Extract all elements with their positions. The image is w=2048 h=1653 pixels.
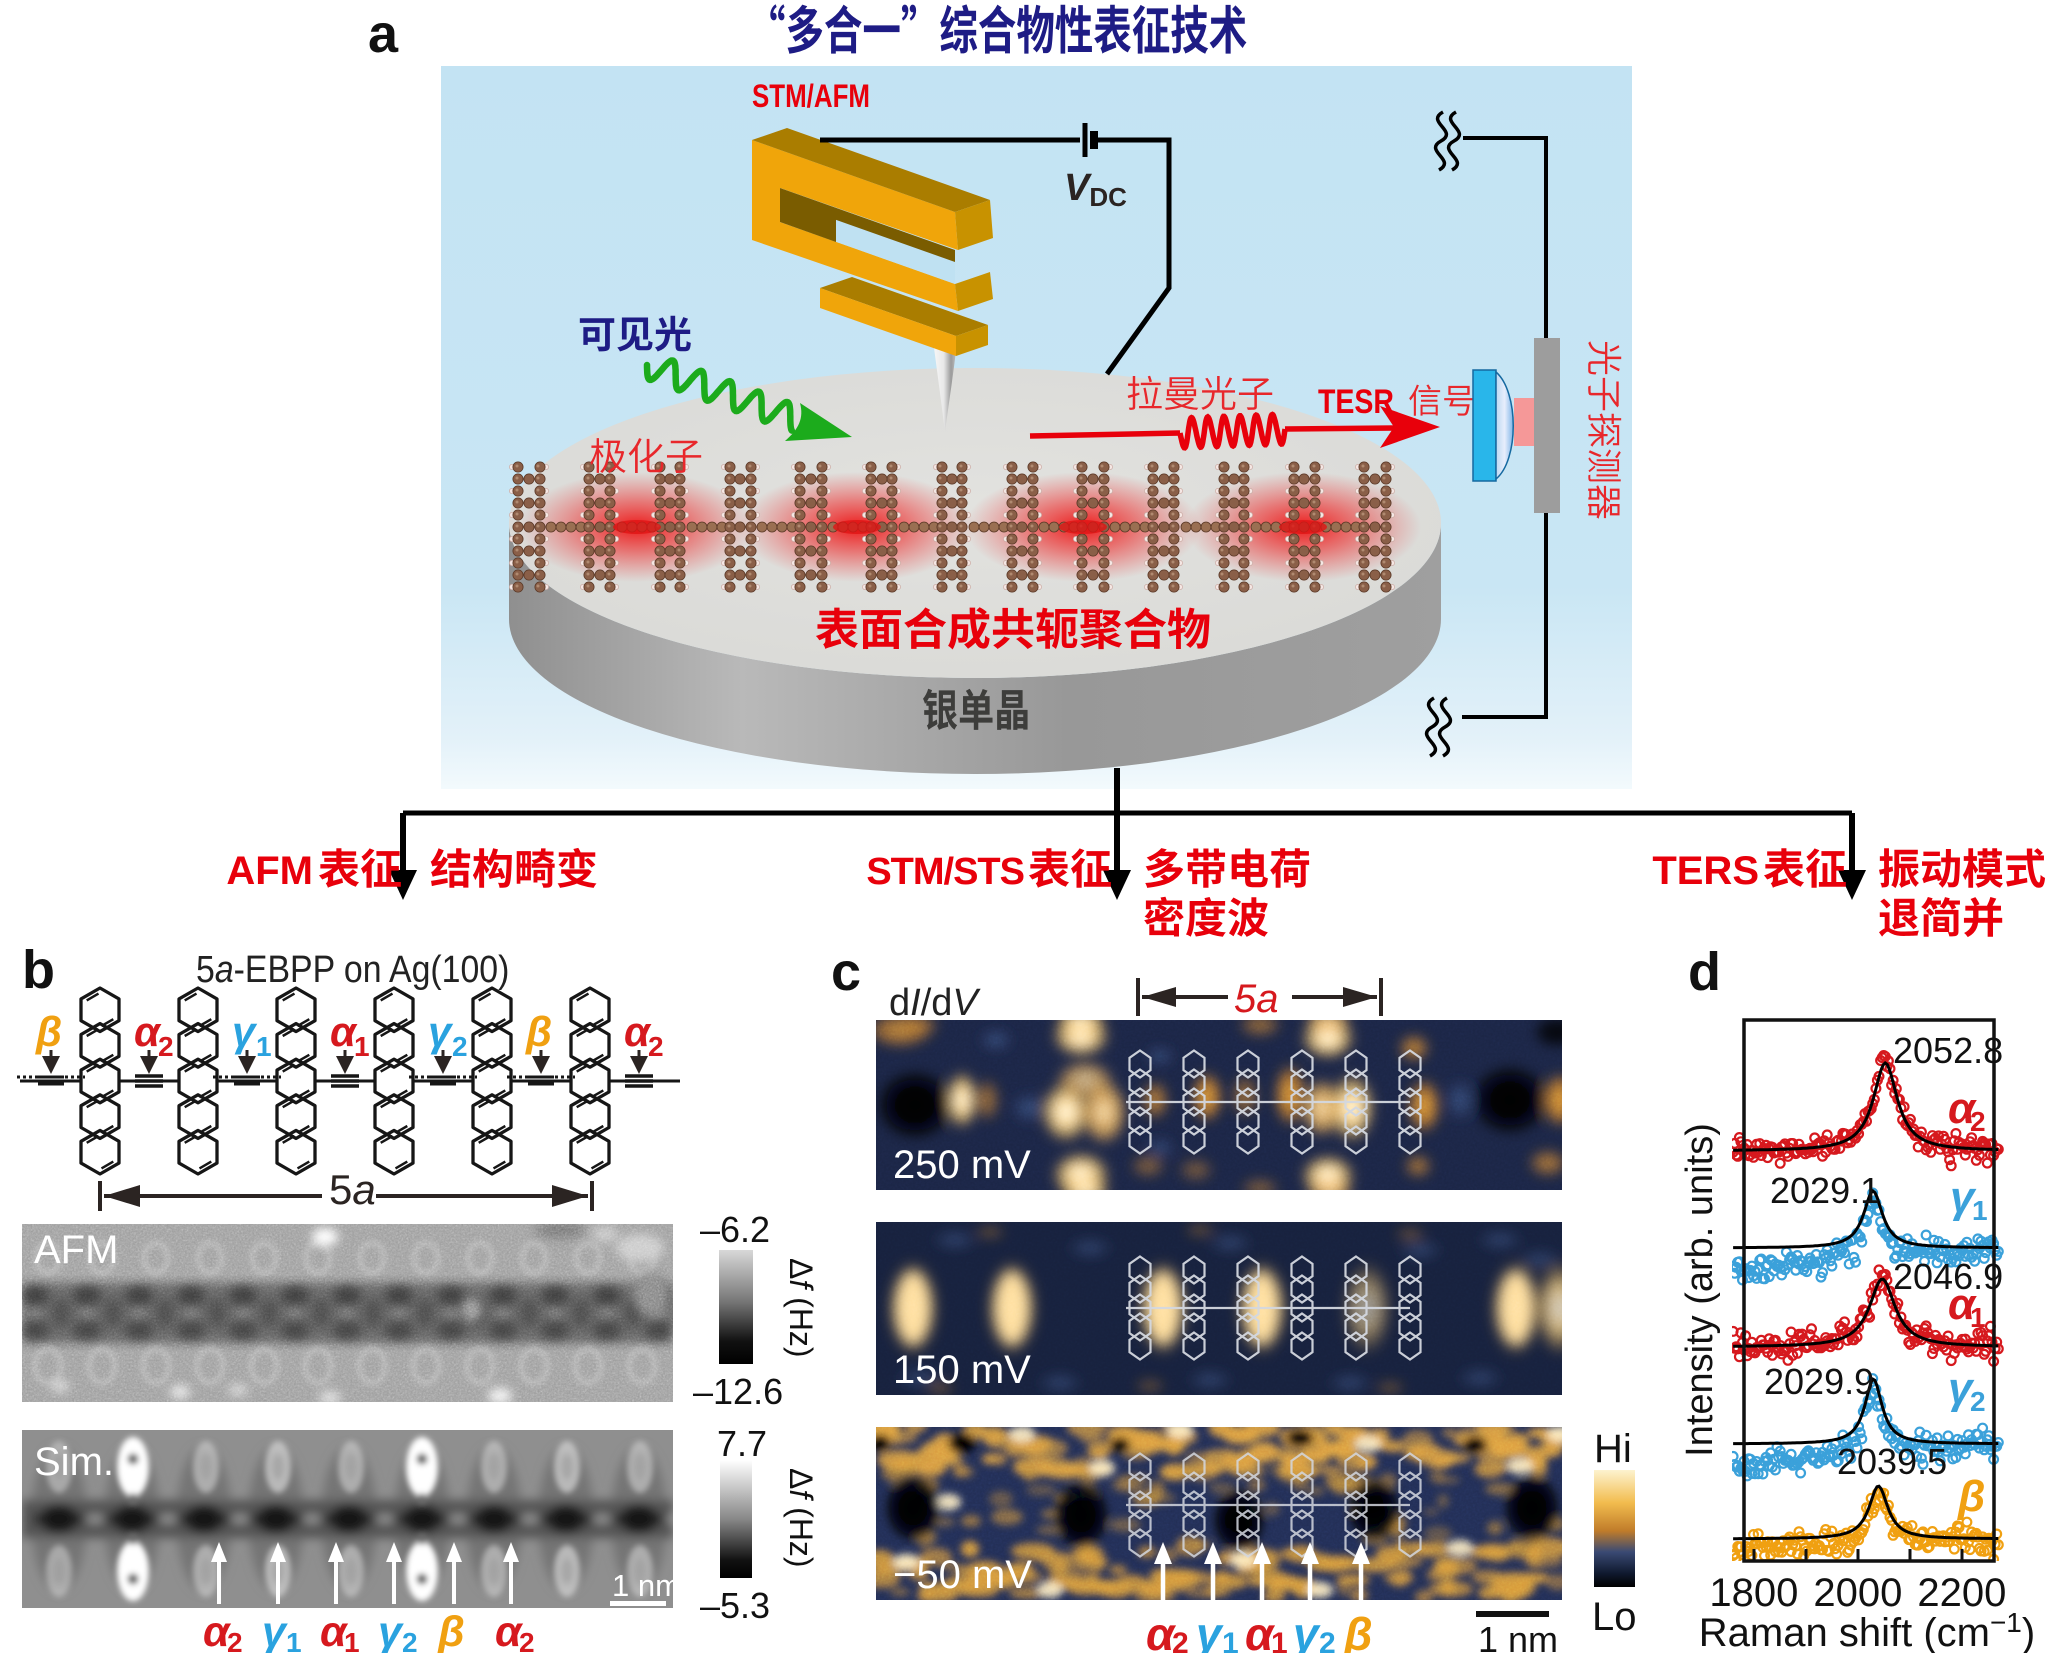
svg-text:2039.5: 2039.5 (1837, 1441, 1947, 1482)
svg-text:γ: γ (232, 1008, 258, 1055)
svg-text:2: 2 (1319, 1627, 1336, 1653)
svg-text:1: 1 (1970, 1302, 1986, 1333)
svg-text:γ: γ (1948, 1364, 1975, 1413)
svg-text:β: β (437, 1608, 465, 1653)
svg-text:2: 2 (227, 1627, 243, 1653)
svg-text:γ: γ (262, 1608, 288, 1653)
svg-text:α: α (134, 1008, 162, 1055)
svg-text:–12.6: –12.6 (693, 1371, 783, 1412)
svg-text:STM/AFM: STM/AFM (752, 78, 870, 114)
svg-text:α: α (203, 1608, 232, 1653)
svg-text:Lo: Lo (1592, 1595, 1637, 1639)
svg-text:α: α (320, 1608, 349, 1653)
svg-text:β: β (525, 1008, 552, 1055)
svg-text:Sim.: Sim. (34, 1440, 114, 1484)
svg-text:1 nm: 1 nm (1478, 1619, 1558, 1653)
svg-text:1: 1 (354, 1031, 370, 1062)
svg-text:5a-EBPP on Ag(100): 5a-EBPP on Ag(100) (196, 947, 509, 990)
svg-text:Intensity (arb. units): Intensity (arb. units) (1679, 1123, 1721, 1457)
svg-text:–5.3: –5.3 (700, 1585, 770, 1626)
svg-text:1: 1 (1222, 1627, 1239, 1653)
svg-text:1: 1 (1972, 1195, 1988, 1226)
svg-text:dI/dV: dI/dV (889, 982, 981, 1024)
svg-text:AFM: AFM (226, 849, 313, 893)
svg-text:TESR: TESR (1318, 383, 1394, 421)
svg-text:1800: 1800 (1709, 1571, 1798, 1615)
svg-text:α: α (495, 1608, 524, 1653)
svg-text:γ: γ (1293, 1608, 1321, 1653)
svg-text:−50 mV: −50 mV (893, 1553, 1032, 1597)
svg-text:2052.8: 2052.8 (1893, 1030, 2003, 1071)
svg-text:α: α (330, 1008, 358, 1055)
svg-text:β: β (1957, 1472, 1985, 1521)
svg-text:2: 2 (1970, 1106, 1986, 1137)
svg-text:α: α (1146, 1608, 1177, 1653)
svg-text:α: α (1245, 1608, 1276, 1653)
svg-text:Δf (Hz): Δf (Hz) (783, 1468, 819, 1568)
svg-text:AFM: AFM (34, 1228, 118, 1272)
svg-text:2: 2 (648, 1031, 664, 1062)
svg-text:α: α (1948, 1280, 1977, 1329)
svg-text:γ: γ (378, 1608, 404, 1653)
svg-text:2: 2 (452, 1031, 468, 1062)
svg-text:VDC: VDC (1064, 167, 1127, 212)
svg-text:5a: 5a (329, 1166, 376, 1213)
svg-text:2: 2 (402, 1627, 418, 1653)
svg-text:7.7: 7.7 (717, 1423, 767, 1464)
svg-text:2029.9: 2029.9 (1764, 1361, 1874, 1402)
svg-text:STM/STS: STM/STS (866, 851, 1024, 893)
svg-text:c: c (831, 942, 861, 1002)
svg-text:a: a (368, 4, 399, 64)
svg-text:1 nm: 1 nm (612, 1568, 681, 1603)
svg-text:2: 2 (158, 1031, 174, 1062)
svg-text:250 mV: 250 mV (893, 1143, 1031, 1187)
svg-text:2000: 2000 (1813, 1571, 1902, 1615)
svg-text:1: 1 (256, 1031, 272, 1062)
svg-text:Raman shift (cm−1): Raman shift (cm−1) (1699, 1607, 2035, 1653)
svg-text:β: β (35, 1008, 62, 1055)
svg-text:TERS: TERS (1652, 849, 1759, 893)
svg-text:α: α (1948, 1084, 1977, 1133)
svg-text:d: d (1688, 942, 1721, 1002)
svg-text:2200: 2200 (1917, 1571, 2006, 1615)
svg-text:b: b (22, 940, 55, 1000)
svg-text:α: α (624, 1008, 652, 1055)
svg-text:1: 1 (1271, 1627, 1288, 1653)
svg-text:β: β (1343, 1608, 1373, 1653)
svg-text:Hi: Hi (1594, 1427, 1632, 1471)
svg-text:γ: γ (1950, 1173, 1977, 1222)
svg-text:γ: γ (428, 1008, 454, 1055)
svg-text:Δf (Hz): Δf (Hz) (783, 1258, 819, 1358)
svg-text:150 mV: 150 mV (893, 1348, 1031, 1392)
svg-text:1: 1 (286, 1627, 302, 1653)
svg-text:2046.9: 2046.9 (1893, 1256, 2003, 1297)
svg-text:2: 2 (1172, 1627, 1189, 1653)
svg-text:5a: 5a (1234, 977, 1279, 1021)
svg-text:2: 2 (519, 1627, 535, 1653)
svg-text:γ: γ (1196, 1608, 1224, 1653)
svg-text:1: 1 (344, 1627, 360, 1653)
svg-text:2: 2 (1970, 1386, 1986, 1417)
svg-text:2029.1: 2029.1 (1770, 1170, 1880, 1211)
svg-text:–6.2: –6.2 (700, 1209, 770, 1250)
